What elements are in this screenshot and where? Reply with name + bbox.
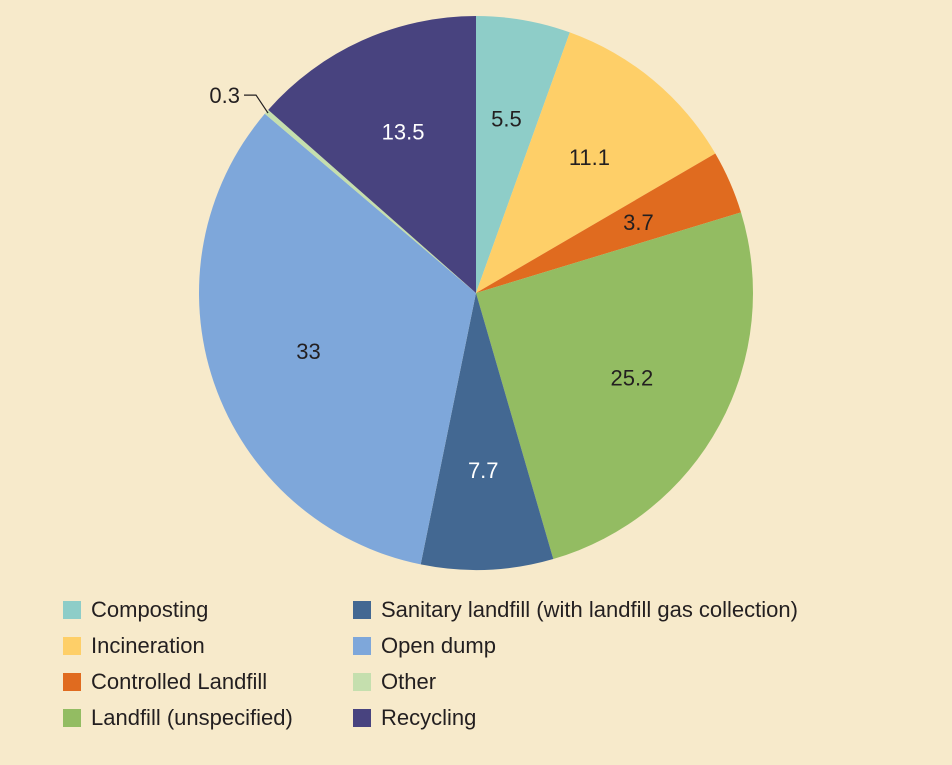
pie-chart: 5.5 11.1 3.7 25.2 7.7 33 0.3 13.5 (199, 15, 753, 570)
legend-label: Incineration (91, 633, 205, 658)
data-label: 11.1 (569, 145, 610, 170)
legend-label: Open dump (381, 633, 496, 658)
pie-slice-controlled-landfill (476, 153, 742, 293)
pie-slice-composting (476, 16, 570, 293)
legend-swatch (63, 601, 81, 619)
legend-item-composting: Composting (63, 597, 353, 622)
data-label: 0.3 (209, 83, 240, 108)
legend-label: Other (381, 669, 437, 694)
legend-item-open-dump: Open dump (353, 633, 913, 658)
legend-item-recycling: Recycling (353, 705, 913, 730)
legend-swatch (353, 637, 371, 655)
legend-swatch (353, 673, 371, 691)
legend-label: Recycling (381, 705, 477, 730)
legend-item-controlled-landfill: Controlled Landfill (63, 669, 353, 694)
pie-slice-other (264, 109, 476, 293)
legend-item-landfill-unspecified: Landfill (unspecified) (63, 705, 353, 730)
legend-item-other: Other (353, 669, 913, 694)
legend-item-sanitary-landfill: Sanitary landfill (with landfill gas col… (353, 597, 913, 622)
legend-label: Controlled Landfill (91, 669, 268, 694)
pie-slice-recycling (268, 15, 476, 293)
data-label: 25.2 (610, 365, 653, 390)
legend-swatch (353, 601, 371, 619)
pie-slice-open-dump (199, 113, 476, 565)
legend-swatch (63, 637, 81, 655)
pie-slice-landfill-unspecified (476, 212, 753, 560)
pie-slice-sanitary-landfill-with-landfill-gas-collection (420, 293, 554, 570)
legend-swatch (63, 709, 81, 727)
data-label: 33 (296, 339, 320, 364)
legend-item-incineration: Incineration (63, 633, 353, 658)
legend-label: Composting (91, 597, 209, 622)
legend-label: Landfill (unspecified) (91, 705, 293, 730)
legend-swatch (63, 673, 81, 691)
legend-label: Sanitary landfill (with landfill gas col… (381, 597, 798, 622)
pie-slice-incineration (476, 32, 716, 293)
legend: Composting Sanitary landfill (with landf… (63, 597, 913, 730)
legend-swatch (353, 709, 371, 727)
data-label: 3.7 (623, 210, 654, 235)
data-label: 13.5 (382, 119, 425, 144)
data-label: 7.7 (468, 458, 499, 483)
data-label: 5.5 (491, 106, 522, 131)
leader-line (244, 94, 269, 114)
